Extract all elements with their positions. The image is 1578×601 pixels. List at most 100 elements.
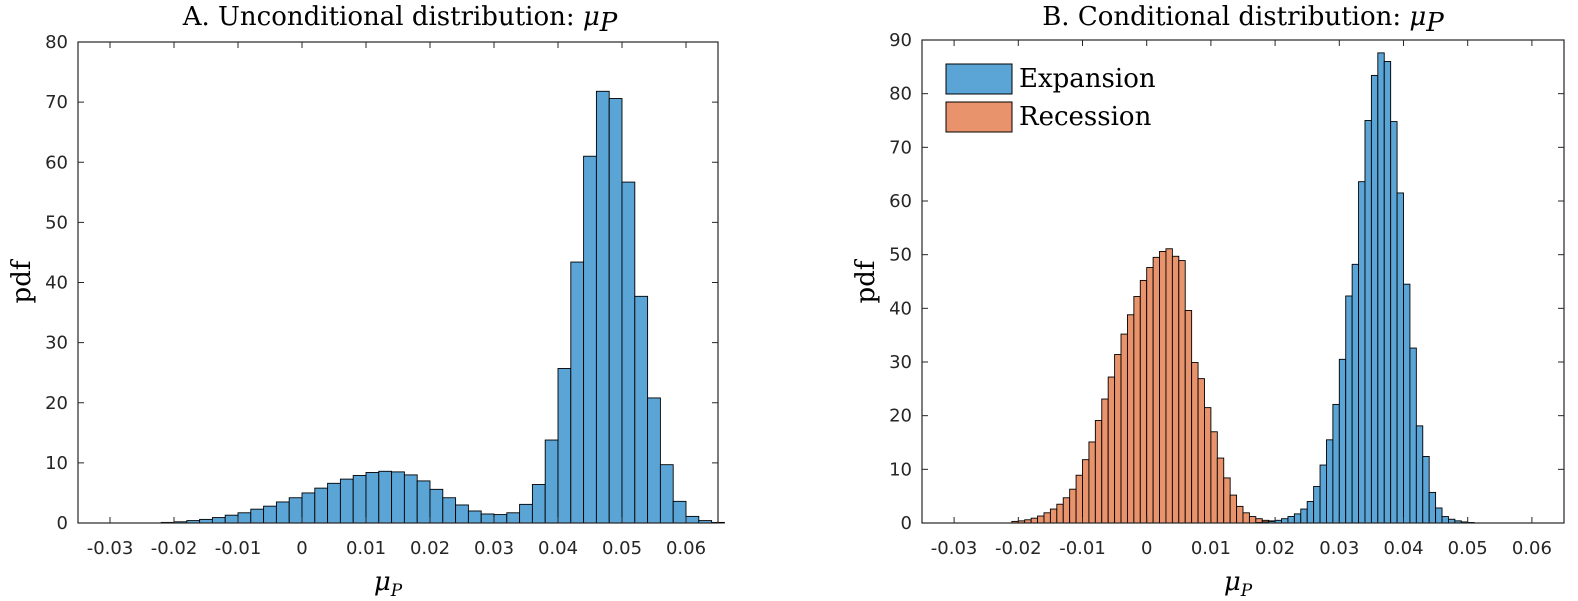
panel-a-title-mu: μ — [583, 2, 600, 32]
panel-a-bar-unconditional — [685, 515, 700, 524]
panel-a-bar-unconditional — [531, 484, 546, 524]
panel-a-chart: A. Unconditional distribution: μP pdf μP… — [7, 2, 725, 601]
panel-b-axes-frame — [921, 39, 1565, 524]
panel-b-bar-recession — [1152, 256, 1160, 524]
panel-a-axes-frame — [77, 41, 719, 524]
panel-b-ytick-label: 60 — [889, 191, 912, 212]
panel-a-ytick-label: 60 — [45, 152, 68, 173]
panel-b-bar-expansion — [1403, 283, 1411, 524]
panel-b-bar-expansion — [1422, 456, 1430, 524]
panel-b-xtick-label: -0.03 — [931, 538, 978, 559]
panel-b-bar-recession — [1107, 376, 1116, 524]
panel-b-ylabel: pdf — [851, 258, 881, 303]
panel-b-ytick-label: 10 — [889, 459, 912, 480]
panel-b-bar-expansion — [1345, 295, 1353, 524]
panel-b-xtick-label: 0 — [1141, 538, 1152, 559]
panel-b-title: B. Conditional distribution: μP — [1042, 2, 1444, 38]
panel-b-bar-expansion — [1428, 491, 1437, 524]
panel-b-bar-expansion — [1281, 518, 1289, 524]
panel-b-bar-expansion — [1409, 347, 1417, 524]
panel-b-bar-recession — [1204, 407, 1212, 524]
panel-a-xtick-label: -0.01 — [215, 538, 262, 559]
panel-a-bar-unconditional — [237, 512, 252, 524]
panel-b-bar-recession — [1094, 420, 1103, 524]
panel-b-bar-recession — [1069, 488, 1077, 524]
panel-b-xtick-label: 0.04 — [1383, 538, 1423, 559]
panel-b-bar-recession — [1101, 398, 1109, 524]
panel-b-xlabel: μP — [1224, 567, 1253, 601]
panel-a-bar-unconditional — [442, 497, 457, 524]
panel-b-xtick-label: 0.06 — [1512, 538, 1552, 559]
panel-b-bar-recession — [1146, 267, 1154, 524]
panel-b-bar-expansion — [1441, 516, 1449, 524]
panel-b-bar-recession — [1159, 250, 1167, 524]
panel-a-bar-unconditional — [493, 514, 508, 524]
panel-a-title-text: A. Unconditional distribution: — [182, 2, 575, 32]
panel-a-bar-unconditional — [224, 514, 239, 524]
panel-b-title-mu: μ — [1409, 2, 1426, 32]
panel-b-bar-recession — [1075, 474, 1083, 524]
panel-a-title-sub: P — [599, 8, 618, 38]
legend-swatch-expansion — [945, 63, 1013, 95]
panel-b-ytick-label: 20 — [889, 406, 912, 427]
panel-b-bar-recession — [1120, 333, 1128, 524]
panel-a-bar-unconditional — [352, 475, 367, 524]
panel-b-xtick-label: 0.02 — [1255, 538, 1295, 559]
panel-a-xtick-label: 0.03 — [474, 538, 514, 559]
panel-b-bar-recession — [1178, 260, 1186, 524]
panel-b-ytick-label: 0 — [901, 513, 912, 534]
panel-a-bar-unconditional — [339, 478, 354, 524]
panel-b-bar-recession — [1236, 505, 1244, 524]
panel-b-bar-expansion — [1338, 358, 1347, 524]
panel-a-bar-unconditional — [659, 464, 674, 524]
panel-b-bar-recession — [1062, 497, 1071, 524]
panel-b-bar-expansion — [1300, 508, 1308, 524]
panel-b-bar-expansion — [1306, 501, 1315, 524]
panel-a-bar-unconditional — [211, 517, 226, 524]
panel-a-ylabel: pdf — [7, 258, 37, 303]
panel-a-bar-unconditional — [327, 482, 341, 524]
panel-b-xtick-label: 0.03 — [1319, 538, 1359, 559]
panel-a-bar-unconditional — [275, 501, 290, 524]
panel-b-bar-expansion — [1326, 439, 1334, 524]
panel-b-bar-recession — [1171, 255, 1180, 524]
panel-a-bar-unconditional — [403, 474, 418, 524]
panel-a-bar-unconditional — [365, 472, 380, 524]
panel-a-ytick-label: 70 — [45, 92, 68, 113]
panel-b-bar-expansion — [1364, 120, 1372, 524]
panel-a-xtick-label: 0.05 — [602, 538, 642, 559]
panel-b-bar-recession — [1210, 431, 1218, 524]
panel-b-bar-expansion — [1287, 516, 1295, 524]
panel-b-bar-expansion — [1415, 425, 1424, 524]
panel-b-xtick-label: 0.05 — [1448, 538, 1488, 559]
panel-a-xlabel: μP — [374, 567, 403, 601]
panel-b-bar-recession — [1248, 516, 1257, 524]
panel-b-bar-expansion — [1370, 74, 1379, 524]
panel-a-ytick-label: 80 — [45, 32, 68, 53]
panel-a-ytick-label: 40 — [45, 273, 68, 294]
panel-b-bar-recession — [1043, 512, 1051, 524]
panel-a-bar-unconditional — [301, 492, 316, 524]
panel-b-ticks: -0.03 -0.02 -0.01 0 0.01 0.02 0.03 0.04 0.05 0.06… — [889, 30, 1564, 559]
panel-a-bar-unconditional — [455, 504, 469, 524]
legend-label-expansion: Expansion — [1019, 64, 1156, 94]
panel-b-bar-recession — [1133, 296, 1141, 524]
panel-a-bar-unconditional — [608, 98, 623, 524]
panel-a-ytick-label: 0 — [57, 513, 68, 534]
panel-b-xtick-label: 0.01 — [1191, 538, 1231, 559]
panel-b-bar-expansion — [1377, 52, 1385, 524]
panel-b-xlabel-sub: P — [1240, 581, 1253, 601]
panel-b-bar-recession — [1197, 378, 1205, 524]
panel-b-bar-expansion — [1332, 403, 1340, 524]
panel-b-bar-recession — [1216, 457, 1225, 524]
panel-b-bar-recession — [1088, 441, 1096, 524]
panel-b-ytick-label: 80 — [889, 84, 912, 105]
panel-a-xtick-label: -0.03 — [87, 538, 134, 559]
panel-b-bar-recession — [1165, 248, 1173, 524]
legend-swatch-recession — [945, 101, 1013, 133]
panel-b-bar-expansion — [1319, 464, 1327, 524]
panel-b-ytick-label: 90 — [889, 30, 912, 51]
panel-a-bar-unconditional — [250, 508, 265, 524]
panel-b-ytick-label: 40 — [889, 298, 912, 319]
panel-a-bar-unconditional — [288, 497, 303, 524]
